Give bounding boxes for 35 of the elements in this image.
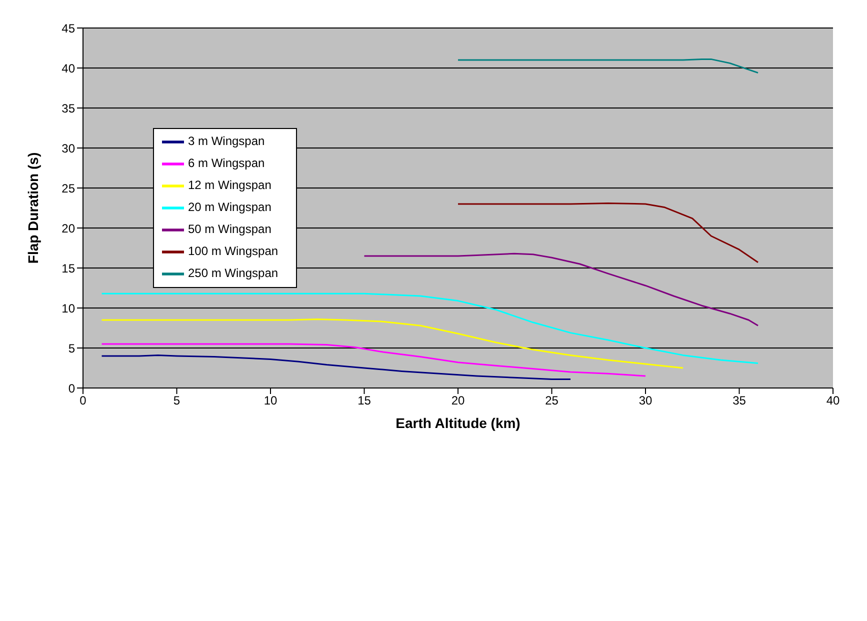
y-tick-label: 5 bbox=[68, 341, 76, 356]
x-tick-label: 25 bbox=[545, 394, 559, 408]
y-tick-label: 10 bbox=[62, 301, 76, 316]
x-axis-title: Earth Altitude (km) bbox=[396, 415, 520, 431]
legend-label: 3 m Wingspan bbox=[188, 134, 265, 148]
x-tick-label: 40 bbox=[826, 394, 840, 408]
legend-label: 100 m Wingspan bbox=[188, 244, 278, 258]
line-series bbox=[101, 354, 572, 380]
line-series bbox=[101, 292, 759, 364]
line-series bbox=[364, 252, 759, 326]
legend-label: 50 m Wingspan bbox=[188, 222, 272, 236]
y-tick-label: 40 bbox=[62, 61, 76, 76]
legend-label: 20 m Wingspan bbox=[188, 200, 272, 214]
line-series bbox=[101, 318, 684, 369]
legend-label: 250 m Wingspan bbox=[188, 266, 278, 280]
line-series bbox=[101, 343, 646, 377]
line-series bbox=[457, 58, 759, 74]
y-tick-label: 20 bbox=[62, 221, 76, 236]
legend-label: 12 m Wingspan bbox=[188, 178, 272, 192]
legend-label: 6 m Wingspan bbox=[188, 156, 265, 170]
x-tick-label: 5 bbox=[173, 394, 180, 408]
x-tick-label: 20 bbox=[451, 394, 465, 408]
y-tick-label: 25 bbox=[62, 181, 76, 196]
x-tick-label: 30 bbox=[638, 394, 652, 408]
y-tick-label: 0 bbox=[68, 381, 76, 396]
x-tick-label: 15 bbox=[358, 394, 372, 408]
y-tick-label: 35 bbox=[62, 101, 76, 116]
y-tick-label: 15 bbox=[62, 261, 76, 276]
x-tick-label: 0 bbox=[80, 394, 87, 408]
y-axis-title: Flap Duration (s) bbox=[24, 152, 41, 264]
y-tick-label: 30 bbox=[62, 141, 76, 156]
y-tick-label: 45 bbox=[62, 21, 76, 36]
x-tick-label: 35 bbox=[732, 394, 746, 408]
x-tick-label: 10 bbox=[264, 394, 278, 408]
line-series bbox=[457, 202, 759, 264]
